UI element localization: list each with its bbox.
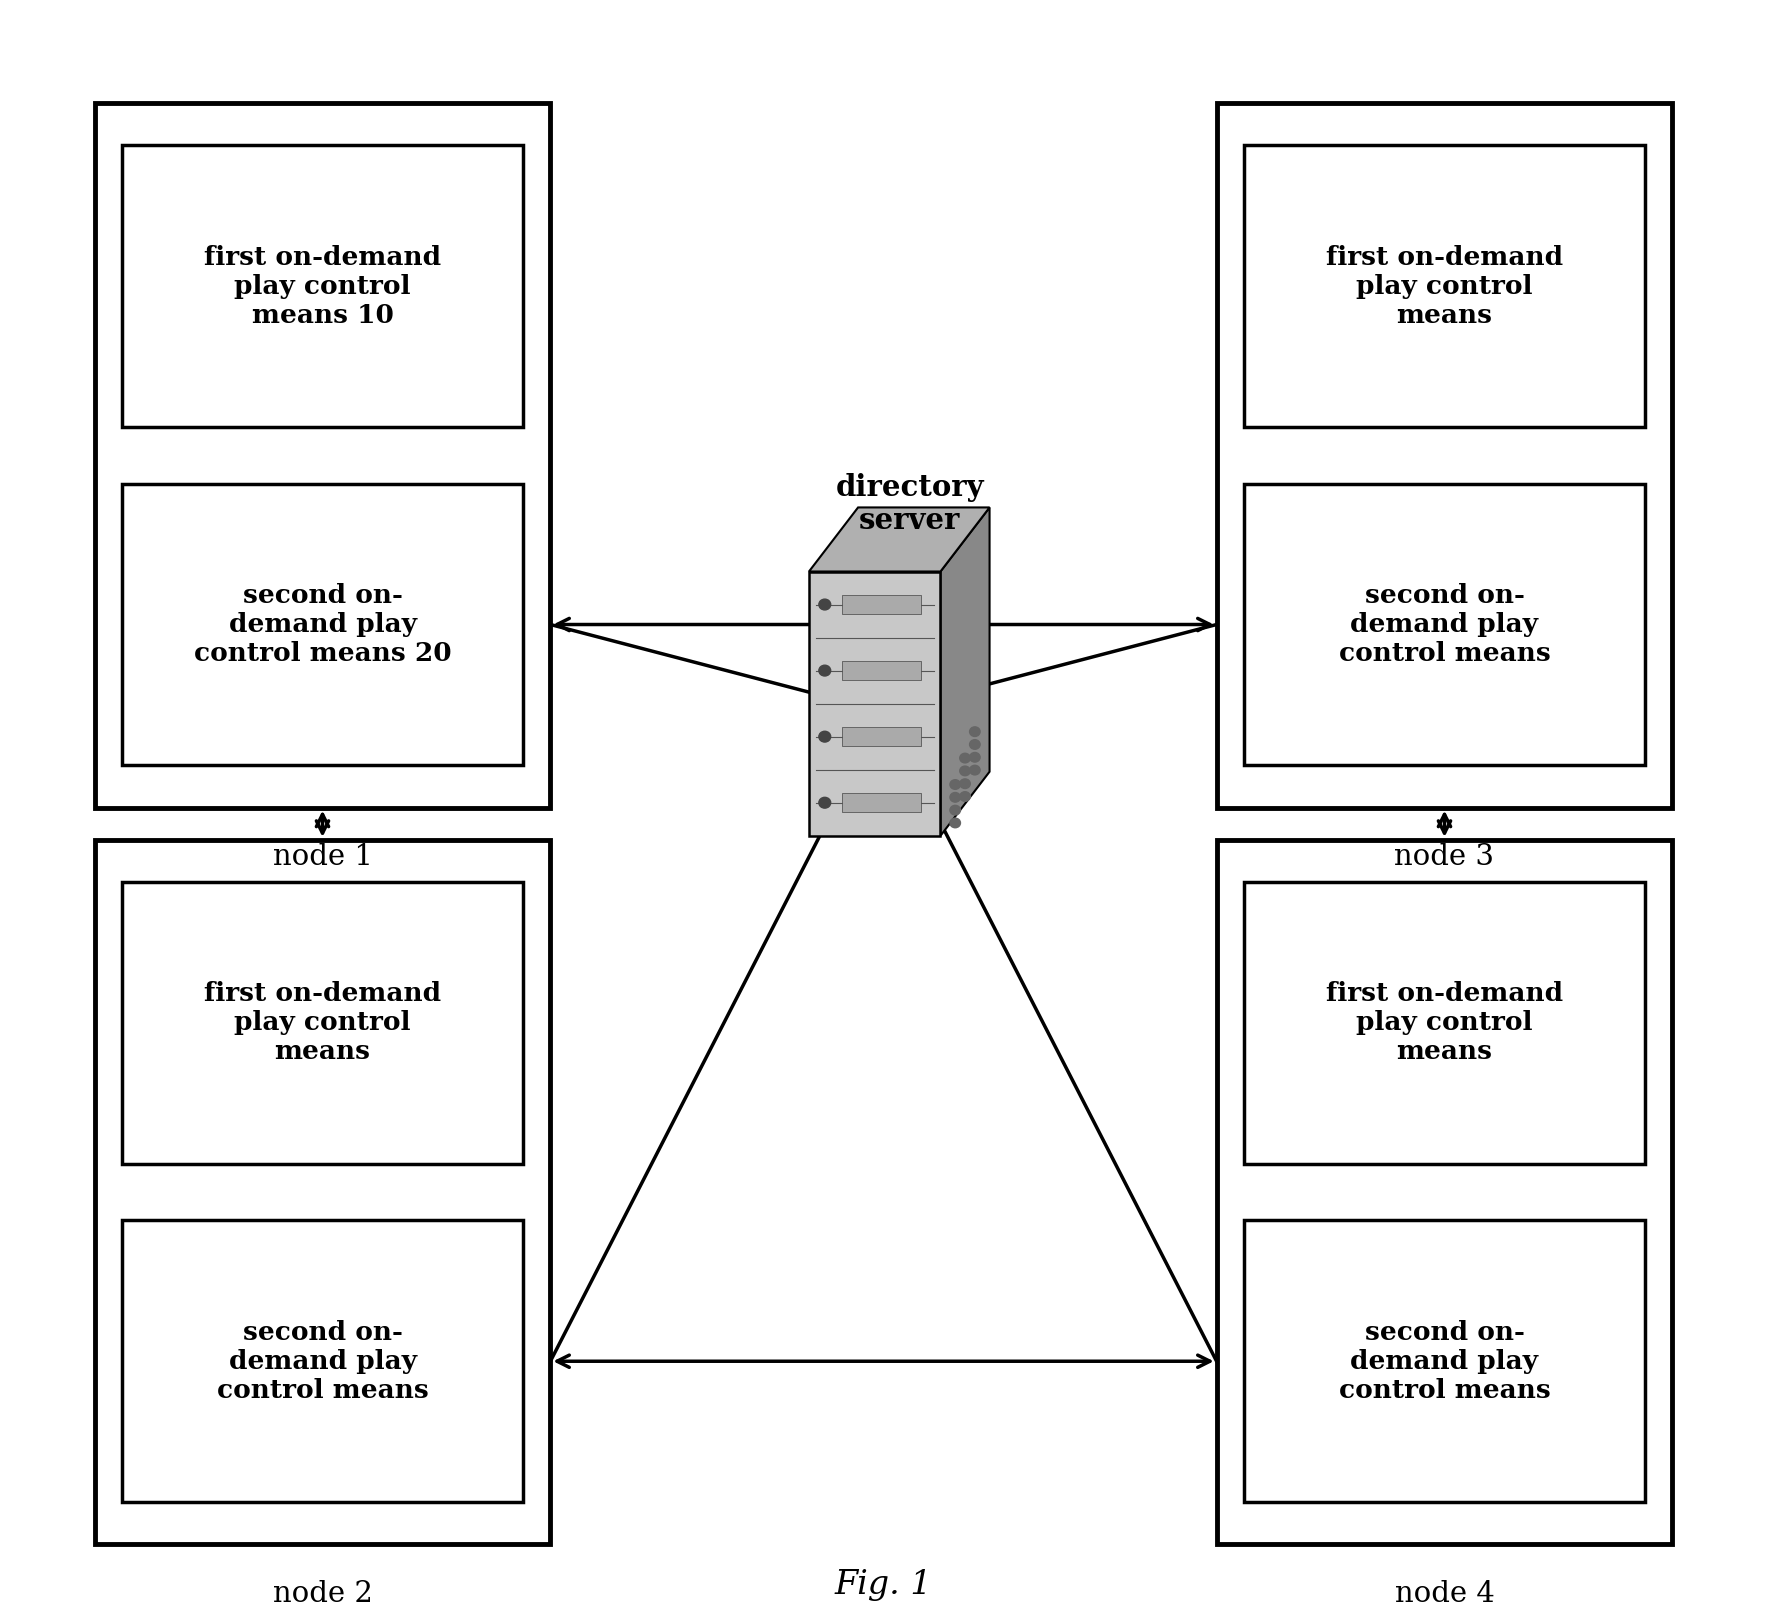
Circle shape xyxy=(818,600,830,609)
Text: second on-
demand play
control means: second on- demand play control means xyxy=(1339,584,1550,666)
FancyBboxPatch shape xyxy=(122,882,523,1164)
Text: second on-
demand play
control means: second on- demand play control means xyxy=(1339,1319,1550,1402)
Circle shape xyxy=(951,780,961,789)
FancyBboxPatch shape xyxy=(1244,483,1645,765)
Text: node 2: node 2 xyxy=(272,1580,373,1608)
FancyBboxPatch shape xyxy=(1244,1221,1645,1503)
Text: first on-demand
play control
means: first on-demand play control means xyxy=(203,981,442,1065)
Circle shape xyxy=(970,752,981,762)
FancyBboxPatch shape xyxy=(1244,882,1645,1164)
FancyBboxPatch shape xyxy=(122,483,523,765)
FancyBboxPatch shape xyxy=(841,728,921,746)
Circle shape xyxy=(818,665,830,676)
Circle shape xyxy=(951,819,961,828)
Circle shape xyxy=(818,798,830,809)
FancyBboxPatch shape xyxy=(841,661,921,679)
Text: first on-demand
play control
means: first on-demand play control means xyxy=(1325,245,1564,327)
FancyBboxPatch shape xyxy=(809,572,940,836)
Circle shape xyxy=(959,791,970,801)
FancyBboxPatch shape xyxy=(95,104,550,807)
Text: directory
server: directory server xyxy=(836,473,984,535)
Circle shape xyxy=(959,754,970,763)
Text: second on-
demand play
control means 20: second on- demand play control means 20 xyxy=(194,584,451,666)
Circle shape xyxy=(970,739,981,749)
Circle shape xyxy=(951,793,961,802)
FancyBboxPatch shape xyxy=(841,595,921,614)
FancyBboxPatch shape xyxy=(1217,104,1672,807)
Circle shape xyxy=(970,726,981,736)
Circle shape xyxy=(818,731,830,742)
Text: first on-demand
play control
means: first on-demand play control means xyxy=(1325,981,1564,1065)
FancyBboxPatch shape xyxy=(95,840,550,1545)
Polygon shape xyxy=(940,507,990,836)
Text: node 4: node 4 xyxy=(1394,1580,1495,1608)
FancyBboxPatch shape xyxy=(841,793,921,812)
Polygon shape xyxy=(809,507,990,572)
Text: first on-demand
play control
means 10: first on-demand play control means 10 xyxy=(203,245,442,327)
FancyBboxPatch shape xyxy=(1217,840,1672,1545)
Text: node 3: node 3 xyxy=(1394,843,1495,870)
Text: Fig. 1: Fig. 1 xyxy=(834,1569,933,1600)
Circle shape xyxy=(959,767,970,776)
Text: second on-
demand play
control means: second on- demand play control means xyxy=(217,1319,428,1402)
Circle shape xyxy=(959,780,970,788)
FancyBboxPatch shape xyxy=(1244,146,1645,428)
Text: node 1: node 1 xyxy=(272,843,373,870)
Circle shape xyxy=(951,806,961,815)
FancyBboxPatch shape xyxy=(122,146,523,428)
Circle shape xyxy=(970,765,981,775)
FancyBboxPatch shape xyxy=(122,1221,523,1503)
